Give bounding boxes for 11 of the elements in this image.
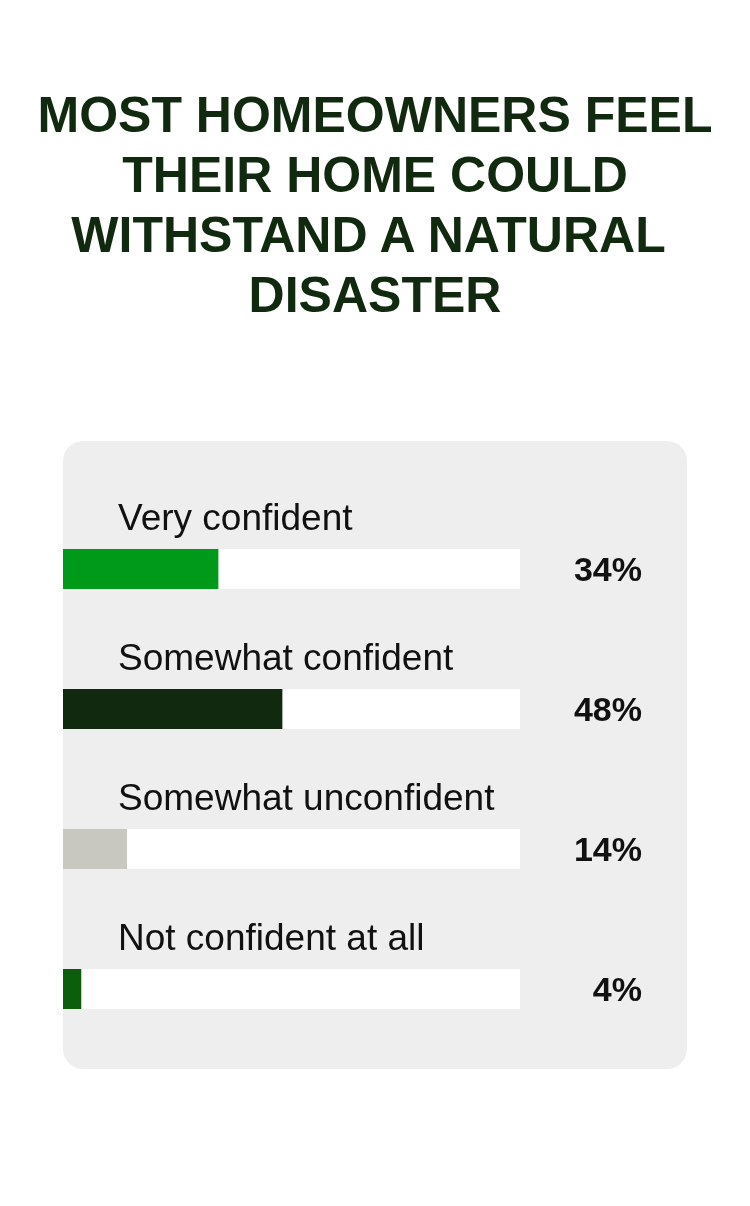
bar: [63, 969, 82, 1009]
y-tick-label: Very confident: [118, 497, 354, 538]
y-tick-label: Somewhat confident: [118, 637, 454, 678]
data-label: 48%: [573, 690, 642, 728]
y-tick-label: Somewhat unconfident: [118, 777, 496, 818]
data-label: 4%: [592, 970, 642, 1008]
chart-title: MOST HOMEOWNERS FEEL THEIR HOME COULD WITHSTAND A NATURAL DISASTER: [37, 87, 713, 323]
y-tick-label: Not confident at all: [118, 917, 425, 958]
data-label: 34%: [573, 550, 642, 588]
data-label: 14%: [573, 830, 642, 868]
bar: [63, 829, 127, 869]
